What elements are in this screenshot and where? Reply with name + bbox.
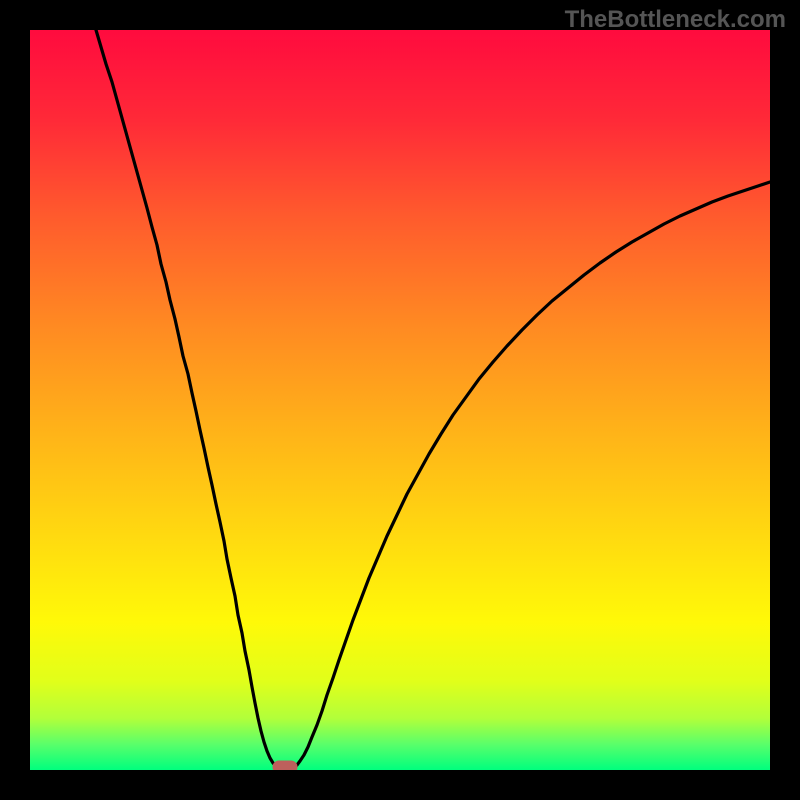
figure-canvas: TheBottleneck.com: [0, 0, 800, 800]
chart-svg: [0, 0, 800, 800]
watermark-text: TheBottleneck.com: [565, 6, 786, 34]
plot-background: [30, 30, 770, 770]
